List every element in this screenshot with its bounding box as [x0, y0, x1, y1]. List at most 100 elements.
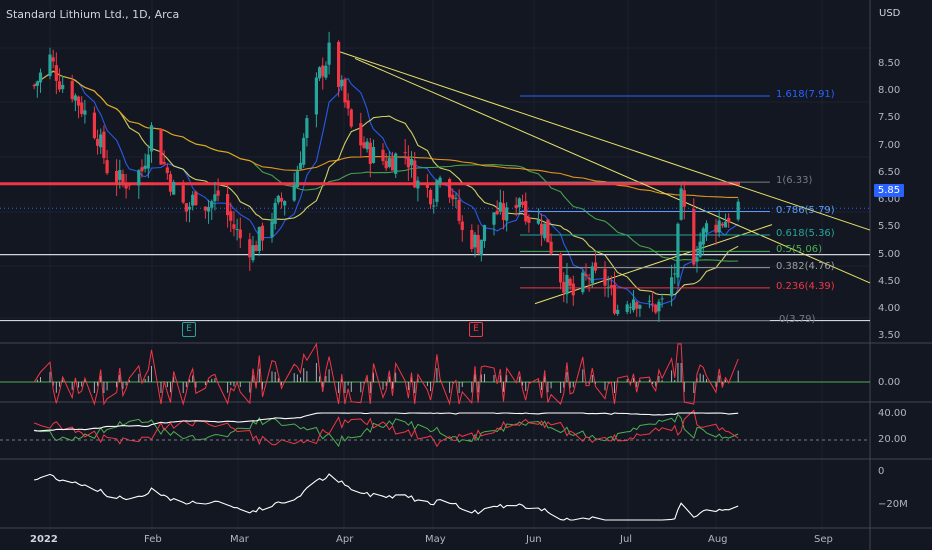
candle-body	[279, 197, 284, 202]
candle-body	[562, 281, 566, 293]
candle-body	[679, 188, 683, 220]
trendline-lower	[354, 57, 871, 284]
candle-body	[140, 167, 144, 172]
ma-20-line	[33, 70, 739, 296]
oscillator-line	[33, 342, 739, 406]
ma-fast-line	[33, 70, 739, 307]
candle-body	[425, 183, 429, 188]
candle-body	[559, 253, 563, 283]
candle-body	[587, 277, 591, 280]
candle-body	[403, 152, 407, 154]
candle-body	[203, 206, 207, 211]
candle-body	[276, 195, 280, 203]
candle-body	[451, 194, 455, 200]
time-tick-label: Jul	[620, 534, 633, 545]
candle-body	[295, 171, 299, 188]
price-tick-label: 7.50	[878, 112, 901, 124]
candle-body	[359, 123, 363, 146]
candle-body	[717, 220, 721, 233]
candle-body	[448, 179, 452, 198]
time-tick-label: 2022	[30, 534, 58, 545]
candle-body	[413, 160, 417, 188]
trendline-upper	[339, 51, 871, 231]
candle-body	[568, 278, 572, 286]
candle-body	[83, 110, 87, 115]
candle-body	[324, 65, 328, 78]
earnings-marker[interactable]: E	[469, 322, 483, 337]
candle-body	[727, 218, 731, 223]
price-tick-label: 8.50	[878, 57, 901, 69]
candle-body	[628, 306, 632, 308]
fib-level-label: 0.382(4.76)	[776, 260, 835, 272]
candle-body	[635, 302, 639, 309]
candle-body	[216, 190, 220, 196]
candle-body	[181, 185, 185, 203]
candle-body	[723, 221, 728, 228]
candle-body	[454, 197, 458, 199]
candle-body	[549, 241, 553, 254]
candle-body	[517, 198, 521, 208]
indicator-tick-label: 0.00	[878, 377, 901, 388]
candle-body	[676, 223, 680, 278]
indicator-tick-label: −20M	[878, 499, 908, 510]
candle-body	[546, 219, 550, 243]
time-tick-label: Jun	[526, 534, 542, 545]
fib-level-label: 0.236(4.39)	[776, 280, 835, 292]
candle-body	[698, 241, 702, 257]
candle-body	[371, 146, 376, 163]
indicator-tick-label: 20.00	[878, 434, 907, 445]
grid	[0, 0, 870, 530]
time-tick-label: Mar	[230, 534, 249, 545]
candle-body	[292, 184, 296, 201]
candle-body	[692, 209, 696, 265]
candle-body	[603, 268, 607, 286]
candle-body	[251, 245, 255, 261]
candle-body	[590, 266, 594, 284]
candle-body	[381, 149, 385, 162]
time-tick-label: Aug	[708, 534, 728, 545]
candle-body	[213, 194, 217, 202]
currency-label: USD	[879, 8, 901, 19]
candle-body	[260, 225, 265, 241]
candle-body	[432, 205, 436, 207]
candle-body	[70, 80, 74, 100]
candle-body	[581, 272, 585, 293]
earnings-marker[interactable]: E	[182, 322, 196, 337]
candle-body	[226, 194, 230, 216]
candle-body	[340, 79, 344, 87]
candle-body	[343, 79, 347, 103]
candle-body	[736, 201, 740, 220]
candle-body	[650, 303, 655, 305]
candle-body	[482, 225, 487, 242]
candle-body	[695, 257, 699, 262]
candle-body	[254, 245, 258, 252]
symbol-title[interactable]: Standard Lithium Ltd., 1D, Arca	[6, 8, 180, 21]
volume-flow-pane	[33, 473, 739, 521]
candle-body	[115, 171, 119, 183]
candle-body	[317, 67, 322, 79]
candle-body	[194, 191, 198, 206]
price-tick-label: 7.00	[878, 139, 901, 151]
candle-body	[625, 304, 629, 312]
candle-body	[51, 57, 55, 62]
candle-body	[543, 223, 547, 239]
fib-level-label: 1(6.33)	[776, 175, 813, 187]
candle-body	[362, 142, 366, 148]
indicator-tick-label: 0	[878, 466, 885, 477]
candle-body	[257, 226, 261, 251]
candle-body	[102, 131, 106, 159]
candle-body	[35, 81, 39, 86]
candle-body	[571, 283, 575, 296]
histogram-oscillator-pane	[0, 342, 870, 406]
candle-body	[584, 274, 588, 276]
candle-body	[168, 174, 173, 192]
candle-body	[476, 235, 480, 254]
candle-body	[191, 194, 195, 206]
candle-body	[349, 109, 353, 127]
candle-body	[235, 229, 239, 231]
time-tick-label: Feb	[144, 534, 162, 545]
candle-body	[238, 229, 242, 239]
candle-body	[457, 199, 461, 221]
time-tick-label: Apr	[336, 534, 354, 545]
